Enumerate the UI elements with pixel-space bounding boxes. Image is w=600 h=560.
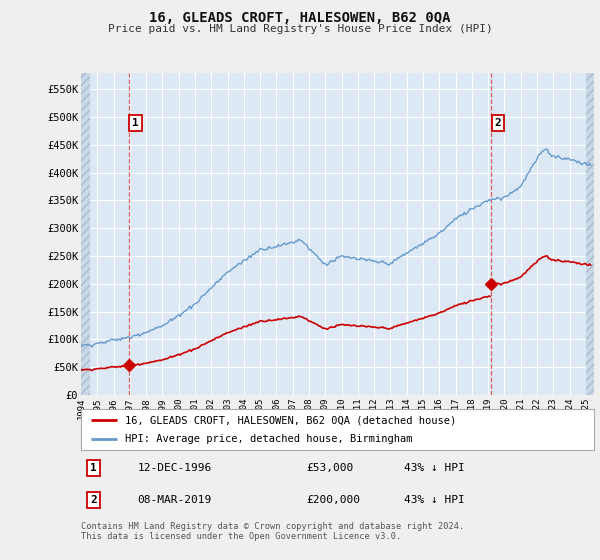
- Bar: [81, 73, 90, 395]
- Text: 16, GLEADS CROFT, HALESOWEN, B62 0QA: 16, GLEADS CROFT, HALESOWEN, B62 0QA: [149, 11, 451, 25]
- Bar: [586, 73, 595, 395]
- Text: 12-DEC-1996: 12-DEC-1996: [137, 463, 212, 473]
- Text: £200,000: £200,000: [307, 495, 361, 505]
- Text: 1: 1: [132, 118, 139, 128]
- Text: 08-MAR-2019: 08-MAR-2019: [137, 495, 212, 505]
- Text: HPI: Average price, detached house, Birmingham: HPI: Average price, detached house, Birm…: [125, 434, 412, 444]
- Text: 1: 1: [91, 463, 97, 473]
- Text: Price paid vs. HM Land Registry's House Price Index (HPI): Price paid vs. HM Land Registry's House …: [107, 24, 493, 34]
- Text: 2: 2: [91, 495, 97, 505]
- Text: 16, GLEADS CROFT, HALESOWEN, B62 0QA (detached house): 16, GLEADS CROFT, HALESOWEN, B62 0QA (de…: [125, 416, 456, 425]
- Text: 2: 2: [494, 118, 501, 128]
- Text: 43% ↓ HPI: 43% ↓ HPI: [404, 463, 465, 473]
- Text: Contains HM Land Registry data © Crown copyright and database right 2024.
This d: Contains HM Land Registry data © Crown c…: [81, 522, 464, 542]
- Text: £53,000: £53,000: [307, 463, 354, 473]
- Text: 43% ↓ HPI: 43% ↓ HPI: [404, 495, 465, 505]
